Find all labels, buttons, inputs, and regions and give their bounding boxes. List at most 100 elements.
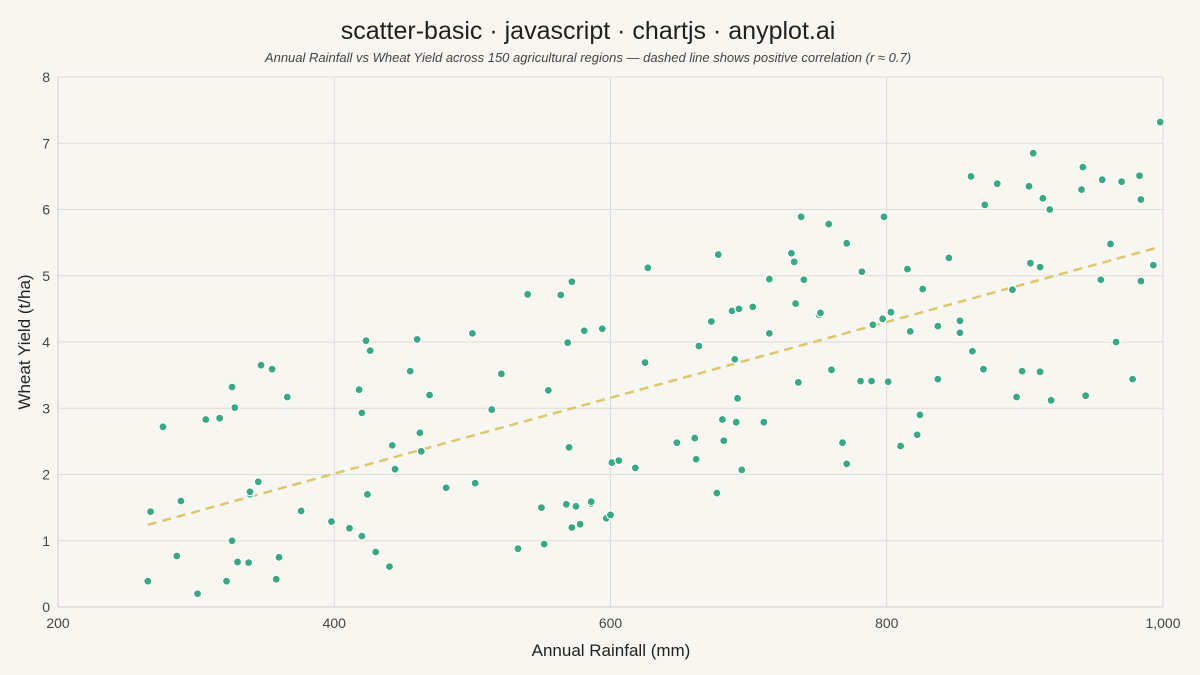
data-point [296, 506, 306, 516]
data-point [470, 478, 480, 488]
chart-title: scatter-basic · javascript · chartjs · a… [341, 17, 836, 45]
data-point [643, 263, 653, 273]
data-point [326, 516, 337, 527]
data-point [855, 376, 866, 386]
data-point [980, 200, 990, 210]
data-point [365, 346, 375, 356]
data-point [145, 507, 156, 517]
data-point [586, 497, 596, 507]
data-point [799, 275, 809, 285]
data-point [1136, 276, 1146, 286]
y-tick-label: 2 [42, 467, 50, 483]
y-tick-label: 7 [42, 135, 50, 151]
data-point [561, 499, 571, 509]
data-point [719, 436, 729, 446]
data-point [944, 253, 954, 263]
data-point [1128, 374, 1138, 384]
data-point [713, 249, 723, 260]
data-point [640, 357, 650, 368]
data-point [172, 551, 182, 561]
data-point [230, 402, 240, 413]
data-point [1136, 194, 1146, 205]
data-point [253, 477, 263, 487]
data-point [759, 417, 769, 427]
data-point [933, 374, 943, 384]
data-point [201, 414, 211, 425]
data-point [883, 377, 893, 387]
trend-line [147, 246, 1157, 527]
data-point [866, 376, 877, 386]
data-point [915, 410, 925, 420]
data-point [1105, 239, 1116, 249]
data-point [271, 574, 281, 584]
data-point [158, 422, 168, 432]
data-point [895, 441, 906, 451]
data-point [564, 442, 574, 452]
data-point [764, 328, 774, 338]
data-point [176, 496, 186, 506]
data-point [467, 328, 477, 338]
data-point [842, 238, 852, 248]
data-point [966, 171, 976, 181]
data-point [605, 510, 616, 520]
data-point [967, 346, 977, 356]
data-point [1024, 181, 1034, 191]
data-point [630, 463, 640, 473]
data-point [1035, 262, 1045, 272]
data-point [496, 369, 506, 379]
data-point [826, 365, 837, 375]
data-point [1097, 175, 1107, 185]
data-point [694, 341, 704, 351]
data-point [614, 455, 624, 466]
data-point [796, 212, 806, 222]
x-tick-label: 1,000 [1145, 615, 1180, 631]
y-tick-label: 3 [42, 400, 50, 416]
data-point [878, 314, 888, 324]
data-point [905, 326, 915, 336]
data-points [143, 117, 1165, 599]
data-point [1078, 162, 1088, 172]
data-point [227, 536, 237, 546]
data-point [415, 428, 425, 438]
data-point [267, 364, 277, 374]
data-point [256, 360, 266, 370]
data-point [567, 522, 577, 533]
data-point [731, 417, 741, 427]
data-point [992, 179, 1002, 189]
data-point [734, 304, 744, 314]
data-point [245, 487, 255, 497]
y-tick-label: 6 [42, 202, 50, 218]
data-point [790, 298, 801, 309]
data-point [712, 488, 722, 498]
data-point [1038, 193, 1048, 203]
data-point [879, 212, 889, 222]
data-point [390, 464, 400, 474]
data-point [1081, 391, 1091, 401]
data-point [955, 328, 965, 338]
data-point [416, 446, 426, 456]
data-point [1035, 367, 1045, 377]
data-point [143, 576, 153, 586]
data-point [1148, 260, 1158, 270]
data-point [918, 284, 928, 294]
data-point [737, 465, 747, 475]
data-point [536, 503, 547, 513]
data-point [357, 408, 367, 418]
data-point [912, 430, 922, 440]
data-point [563, 338, 573, 348]
x-tick-label: 400 [323, 615, 347, 631]
tick-labels: 0 1 2 3 4 5 6 7 8 200 400 600 800 1,000 [42, 69, 1181, 631]
data-point [344, 523, 355, 533]
data-point [1116, 177, 1127, 187]
data-point [539, 539, 549, 549]
data-point [1025, 258, 1036, 268]
data-point [579, 326, 589, 336]
data-point [192, 589, 203, 599]
trend-layer [147, 246, 1157, 527]
data-point [513, 544, 523, 554]
data-point [706, 316, 716, 327]
data-point [732, 393, 743, 403]
y-tick-label: 1 [42, 533, 50, 549]
data-point [362, 489, 372, 499]
